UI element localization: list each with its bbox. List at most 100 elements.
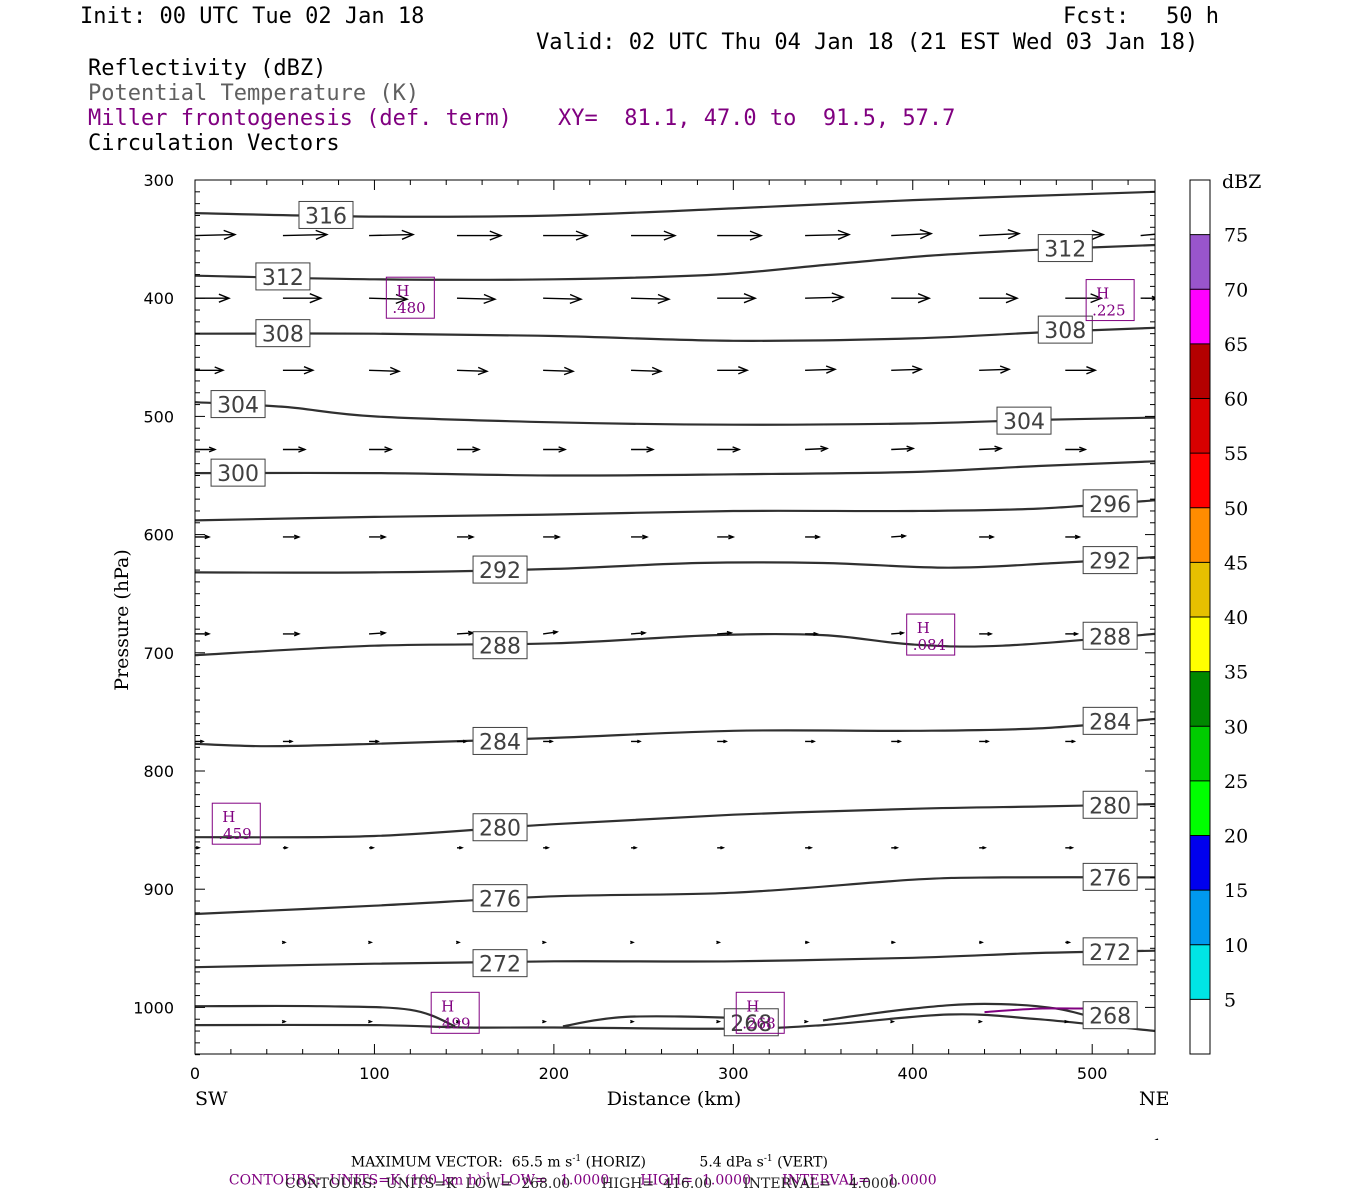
circulation-vector — [979, 534, 995, 540]
circulation-vector — [368, 1019, 374, 1024]
cross-section-endpoints: XY= 81.1, 47.0 to 91.5, 57.7 — [558, 106, 956, 131]
circulation-vector — [543, 630, 559, 635]
x-tick-label: 500 — [1077, 1064, 1108, 1083]
circulation-vector — [979, 631, 993, 636]
circulation-vector — [456, 630, 475, 636]
circulation-vector — [805, 229, 851, 240]
circulation-vector — [282, 739, 294, 744]
frontogenesis-maximum: H.480 — [385, 276, 435, 319]
circulation-vector — [630, 940, 635, 945]
circulation-vector — [369, 446, 394, 453]
circulation-vector — [717, 230, 764, 241]
circulation-vector — [1065, 631, 1080, 636]
colorbar-unit-label: dBZ — [1222, 171, 1261, 193]
theta-contour-label: 268 — [723, 1008, 779, 1037]
x-tick-label: 300 — [718, 1064, 749, 1083]
circulation-vector — [1229, 536, 1231, 538]
circulation-vector — [281, 1019, 287, 1024]
max-vector-vert-tag: (VERT) — [777, 1154, 828, 1171]
circulation-vector — [717, 534, 736, 540]
svg-text:276: 276 — [479, 888, 521, 913]
circulation-vector — [195, 534, 211, 540]
circulation-vector — [979, 229, 1021, 240]
x-tick-label: 400 — [897, 1064, 928, 1083]
colorbar-segment — [1190, 507, 1210, 563]
init-time: Init: 00 UTC Tue 02 Jan 18 — [80, 4, 425, 29]
circulation-vector — [717, 846, 726, 850]
maximum-value: .459 — [218, 825, 251, 843]
circulation-vector — [631, 446, 655, 453]
theta-contour-label: 284 — [1082, 706, 1138, 735]
circulation-vector — [630, 1019, 635, 1024]
circulation-vector — [891, 445, 916, 453]
circulation-vector — [1229, 369, 1231, 371]
colorbar-segment — [1190, 398, 1210, 454]
circulation-vector — [891, 365, 924, 374]
circulation-vector — [282, 446, 307, 453]
colorbar-level-label: 70 — [1224, 279, 1248, 301]
circulation-vector — [543, 230, 589, 241]
circulation-vector — [891, 293, 932, 304]
y-tick-label: 400 — [143, 289, 174, 308]
circulation-vector — [631, 534, 649, 540]
frontogenesis-maximum: H.225 — [1085, 279, 1135, 322]
circulation-vector — [456, 293, 497, 305]
x-end-label-sw: SW — [195, 1088, 228, 1110]
max-vector-line: MAXIMUM VECTOR: 65.5 m s-1 (HORIZ) 5.4 d… — [342, 1141, 828, 1170]
theta-contour-label: 276 — [472, 884, 528, 913]
circulation-vector — [631, 293, 671, 305]
svg-text:288: 288 — [479, 635, 521, 660]
forecast-label: Fcst: — [1063, 4, 1130, 29]
theta-contour-label: 308 — [1037, 315, 1093, 344]
circulation-vector — [369, 229, 415, 240]
theta-contour-label: 268 — [1082, 1001, 1138, 1030]
circulation-vector — [282, 366, 315, 375]
circulation-vector — [891, 631, 906, 636]
circulation-vector — [456, 366, 489, 376]
circulation-vector — [1064, 1019, 1070, 1024]
contours-theta-line: CONTOURS: UNITS=K LOW= 268.00 HIGH= 416.… — [285, 1176, 898, 1192]
frontogenesis-maximum: H.084 — [906, 613, 956, 656]
circulation-vector — [891, 940, 897, 945]
valid-time: Valid: 02 UTC Thu 04 Jan 18 (21 EST Wed … — [536, 30, 1199, 55]
circulation-vector — [369, 534, 388, 540]
colorbar-level-label: 15 — [1224, 880, 1248, 902]
colorbar-segment — [1190, 453, 1210, 508]
maximum-h-label: H — [746, 997, 759, 1015]
colorbar-level-label: 65 — [1224, 334, 1248, 356]
maximum-value: .480 — [392, 299, 425, 317]
maximum-h-label: H — [222, 808, 235, 826]
x-end-label-ne: NE — [1139, 1088, 1170, 1110]
field-reflectivity: Reflectivity (dBZ) — [88, 56, 327, 81]
colorbar-segment — [1190, 343, 1210, 399]
theta-contour-300 — [195, 460, 1155, 477]
contours-frontogenesis-line: CONTOURS: UNITS=K (100 km h)-1 LOW= 1.00… — [220, 1159, 937, 1188]
circulation-vector — [805, 365, 837, 374]
circulation-vector — [1229, 1021, 1231, 1023]
svg-text:272: 272 — [479, 953, 521, 978]
theta-contour-label: 280 — [1082, 790, 1138, 819]
y-tick-label: 900 — [143, 880, 174, 899]
theta-contour-label: 288 — [472, 631, 528, 660]
circulation-vector — [456, 534, 475, 540]
circulation-vector — [195, 366, 225, 375]
y-tick-label: 600 — [143, 526, 174, 545]
colorbar-segment — [1190, 289, 1210, 344]
circulation-vector — [631, 846, 638, 850]
circulation-vector — [543, 293, 583, 305]
circulation-vector — [1229, 633, 1231, 635]
theta-contour-label: 288 — [1082, 621, 1138, 650]
theta-contour-label: 304 — [210, 390, 266, 419]
theta-contour — [822, 1002, 1111, 1024]
colorbar-segment — [1190, 999, 1210, 1054]
circulation-vector — [543, 739, 554, 744]
circulation-vector — [368, 940, 374, 945]
circulation-vector — [369, 293, 409, 305]
colorbar-segment — [1190, 726, 1210, 781]
contours-fg-post: LOW= 1.0000 HIGH= 1.0000 INTERVAL= 1.000… — [490, 1172, 937, 1189]
frontogenesis-maximum: H.499 — [430, 991, 480, 1034]
circulation-vector — [195, 229, 237, 240]
y-tick-label: 700 — [143, 644, 174, 663]
theta-contour-label: 272 — [472, 949, 528, 978]
max-vector-vert: 5.4 dPa s — [699, 1154, 764, 1171]
